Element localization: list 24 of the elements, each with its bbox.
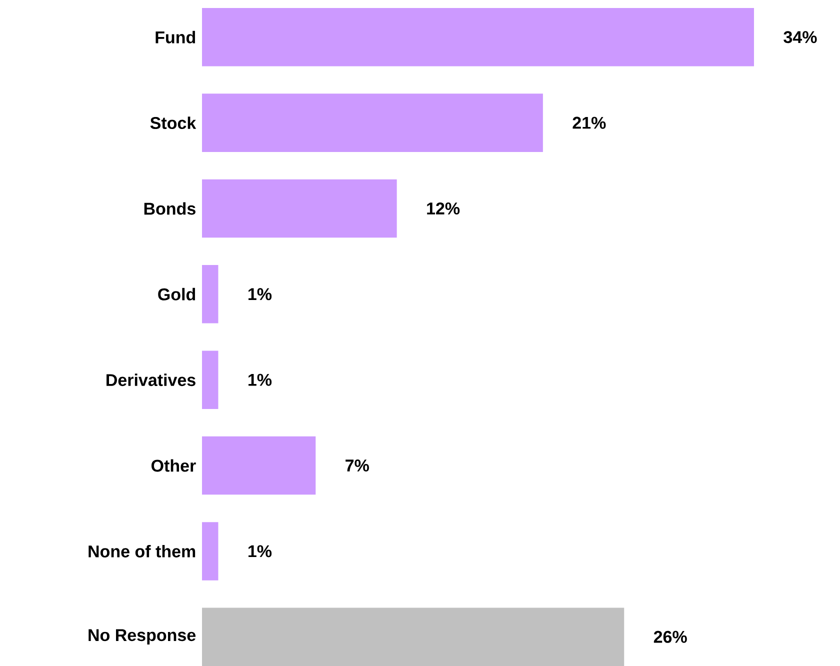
y-tick-label: Other bbox=[152, 459, 196, 472]
bar bbox=[202, 350, 218, 409]
data-label: 12% bbox=[427, 202, 460, 214]
y-tick-label: Stock bbox=[150, 116, 196, 130]
data-label: 1% bbox=[248, 374, 272, 386]
y-tick-label: No Response bbox=[88, 629, 196, 644]
bar bbox=[202, 522, 218, 580]
data-label: 26% bbox=[654, 630, 687, 643]
bar bbox=[202, 608, 624, 666]
bar bbox=[202, 94, 543, 152]
y-tick-label: Bonds bbox=[144, 202, 196, 215]
bar bbox=[202, 179, 397, 238]
data-label: 1% bbox=[248, 288, 272, 300]
data-label: 34% bbox=[784, 31, 817, 44]
bar bbox=[202, 8, 754, 66]
data-label: 1% bbox=[248, 545, 272, 558]
y-tick-label: Derivatives bbox=[106, 374, 196, 386]
bar bbox=[202, 436, 316, 495]
y-tick-label: Gold bbox=[158, 288, 196, 300]
y-tick-label: None of them bbox=[88, 544, 196, 558]
data-label: 21% bbox=[572, 116, 606, 129]
data-label: 7% bbox=[346, 460, 369, 472]
bar bbox=[202, 265, 218, 324]
y-tick-label: Fund bbox=[156, 30, 196, 44]
